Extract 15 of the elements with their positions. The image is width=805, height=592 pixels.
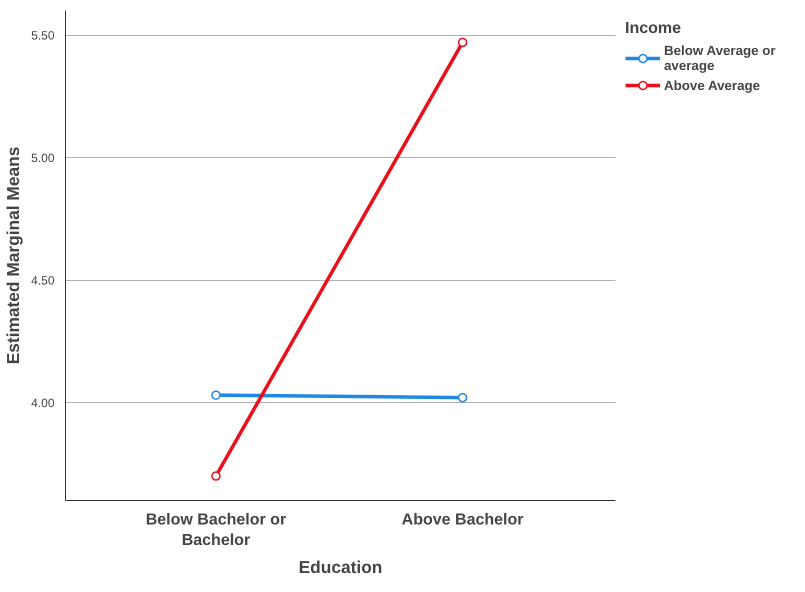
y-tick-label: 4.50 xyxy=(31,274,55,288)
point xyxy=(458,392,468,402)
y-axis-title: Estimated Marginal Means xyxy=(3,146,24,364)
point xyxy=(458,38,468,48)
y-tick-label: 5.50 xyxy=(31,28,55,42)
x-axis-title: Education xyxy=(298,556,382,577)
x-tick-label: Below Bachelor or Bachelor xyxy=(146,512,286,549)
y-tick-label: 5.00 xyxy=(31,151,55,165)
x-tick-label: Above Bachelor xyxy=(402,512,524,528)
point xyxy=(211,471,221,481)
legend-label: Below Average or average xyxy=(664,43,776,73)
legend-title: Income xyxy=(625,20,682,38)
point xyxy=(211,390,221,400)
legend-label: Above Average xyxy=(664,78,760,92)
y-tick-label: 4.00 xyxy=(31,396,55,410)
